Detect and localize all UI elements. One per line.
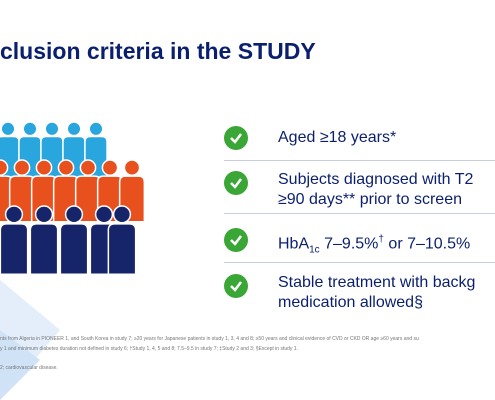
divider [224, 160, 495, 161]
person-figure [29, 205, 59, 275]
check-icon [224, 126, 248, 150]
people-illustration [0, 121, 146, 275]
person-figure [107, 205, 137, 275]
footnote: 2; cardiovascular disease. [0, 365, 58, 371]
divider [224, 262, 495, 263]
criterion-line: ≥90 days** prior to screen [278, 191, 462, 208]
criterion-line: Stable treatment with backg [278, 274, 476, 291]
footnote: nts from Algeria in PIONEER 1, and South… [0, 336, 419, 342]
criterion-line: medication allowed§ [278, 294, 423, 311]
criterion: Subjects diagnosed with T2 ≥90 days** pr… [278, 170, 473, 210]
check-icon [224, 274, 248, 298]
text: 7–9.5% [319, 235, 379, 253]
superscript: † [378, 234, 384, 245]
footnote: y 1 and minimum diabetes duration not de… [0, 346, 298, 352]
divider [224, 213, 495, 214]
criterion-line: Subjects diagnosed with T2 [278, 171, 474, 188]
text: HbA [278, 235, 310, 253]
criterion: Aged ≥18 years* [278, 129, 397, 146]
check-icon [224, 228, 248, 252]
text: or 7–10.5% [383, 235, 471, 253]
person-figure [59, 205, 89, 275]
subscript: 1c [309, 244, 320, 256]
criterion: Stable treatment with backg medication a… [278, 273, 475, 313]
person-figure [0, 205, 29, 275]
slide-title: clusion criteria in the STUDY [0, 38, 316, 64]
criterion: HbA1c 7–9.5%† or 7–10.5% [278, 230, 470, 261]
check-icon [224, 171, 248, 195]
